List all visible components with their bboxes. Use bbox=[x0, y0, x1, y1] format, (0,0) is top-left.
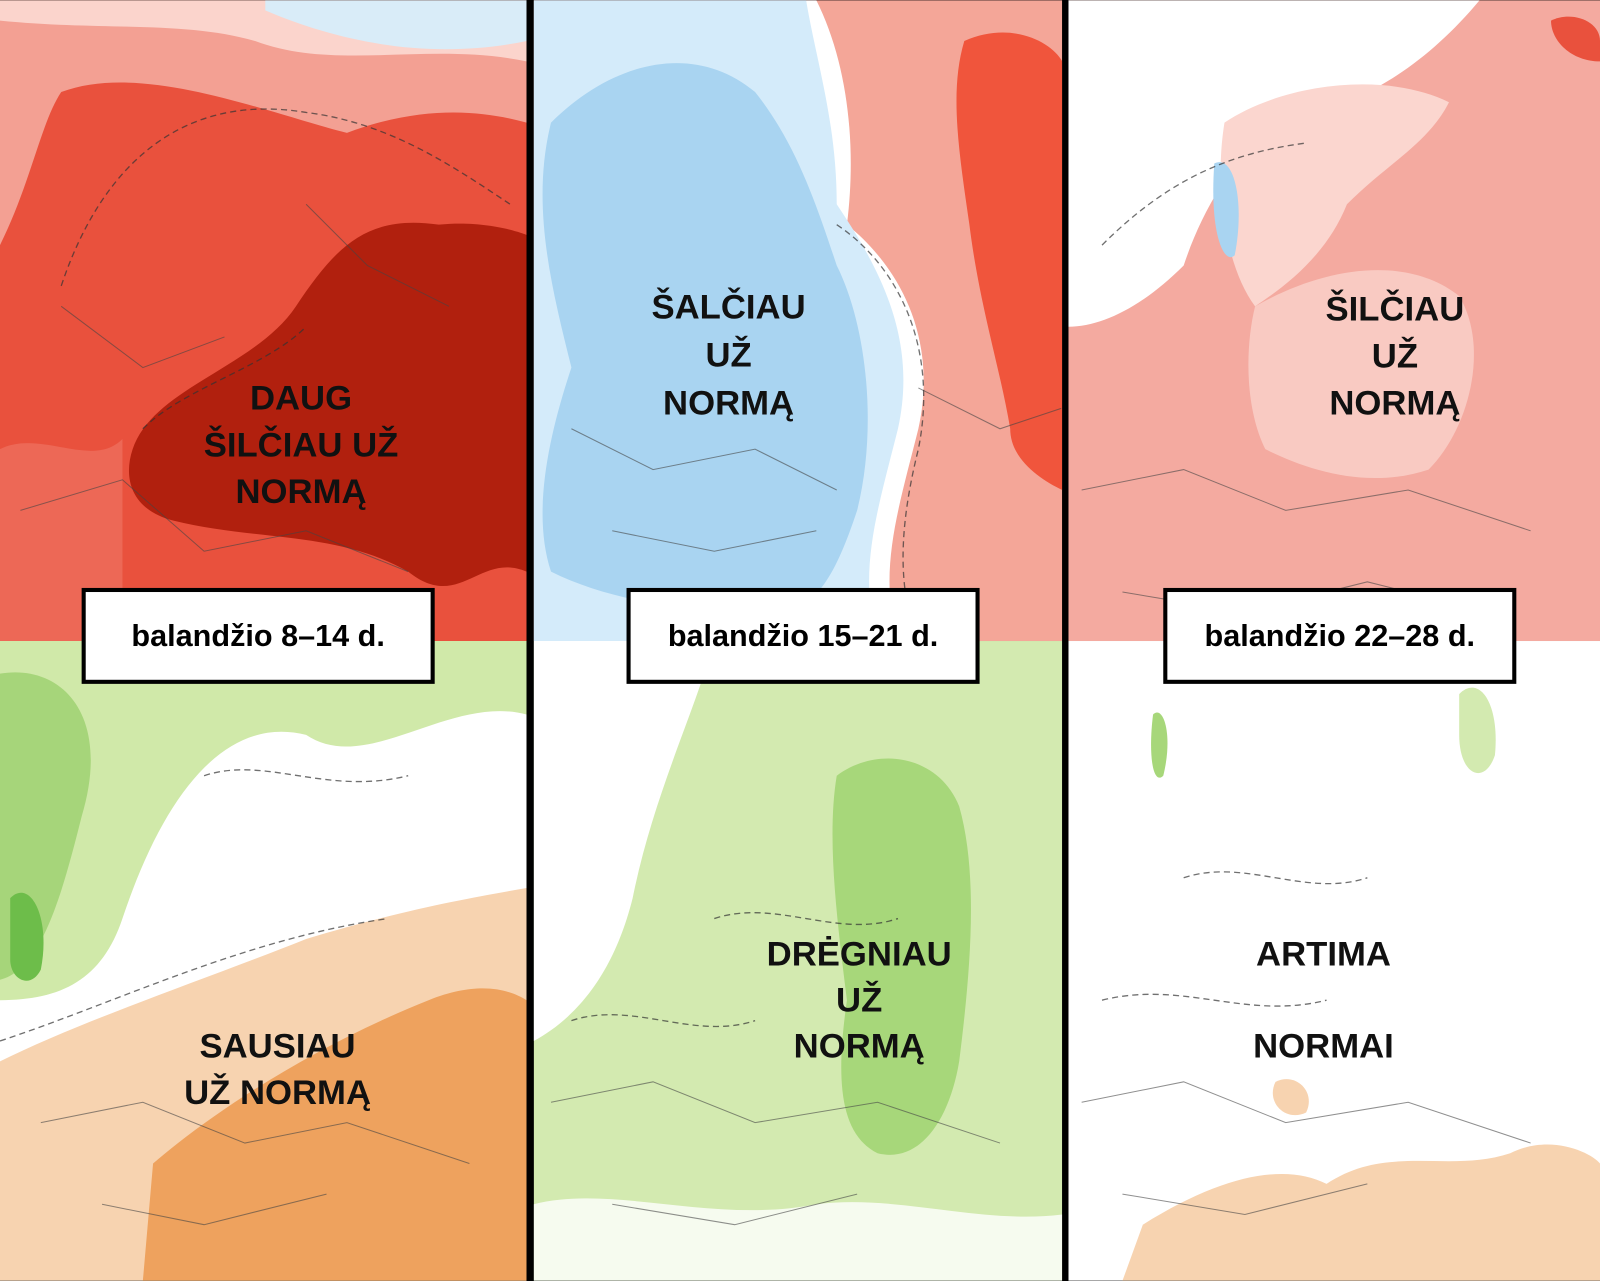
temperature-label: NORMĄ bbox=[1329, 384, 1460, 422]
divider bbox=[1062, 0, 1069, 1281]
precipitation-map-2 bbox=[533, 641, 1063, 1281]
date-box bbox=[626, 587, 980, 684]
precipitation-label: ARTIMA bbox=[1256, 935, 1391, 973]
date-label: balandžio 8–14 d. bbox=[131, 619, 384, 653]
date-box bbox=[81, 587, 435, 684]
precipitation-label: NORMAI bbox=[1253, 1027, 1394, 1065]
temperature-label: ŠILČIAU bbox=[1326, 289, 1465, 329]
divider bbox=[527, 0, 534, 1281]
precipitation-label: UŽ bbox=[836, 979, 882, 1019]
precipitation-label: SAUSIAU bbox=[199, 1027, 355, 1065]
date-label: balandžio 15–21 d. bbox=[668, 619, 938, 653]
temperature-map-3 bbox=[1068, 0, 1600, 642]
temperature-label: NORMĄ bbox=[236, 473, 367, 511]
temperature-label: NORMĄ bbox=[663, 384, 794, 422]
temperature-label: ŠALČIAU bbox=[651, 287, 805, 327]
temperature-map-2 bbox=[533, 0, 1063, 642]
precipitation-label: DRĖGNIAU bbox=[767, 935, 952, 973]
temperature-label: UŽ bbox=[1372, 336, 1418, 376]
temperature-label: ŠILČIAU UŽ bbox=[204, 424, 399, 464]
precipitation-map-3 bbox=[1068, 641, 1600, 1281]
temperature-label: DAUG bbox=[250, 379, 352, 417]
date-box bbox=[1163, 587, 1517, 684]
precipitation-label: UŽ NORMĄ bbox=[184, 1072, 371, 1112]
labels: DAUG ŠILČIAU UŽ NORMĄ balandžio 8–14 d. SAUS… bbox=[131, 287, 1475, 1113]
temperature-map-1 bbox=[0, 0, 527, 642]
precipitation-map-1 bbox=[0, 641, 527, 1281]
date-label: balandžio 22–28 d. bbox=[1205, 619, 1475, 653]
precipitation-label: NORMĄ bbox=[794, 1027, 925, 1065]
temperature-label: UŽ bbox=[705, 334, 751, 374]
